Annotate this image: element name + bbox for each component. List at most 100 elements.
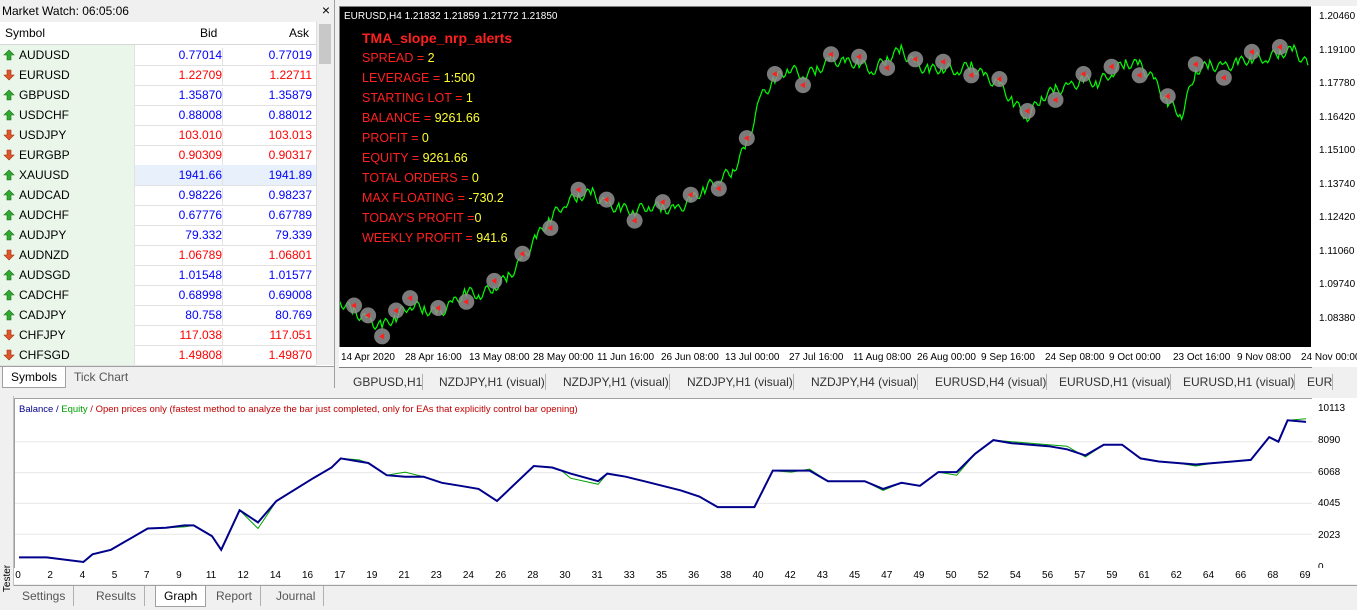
tester-tab-graph[interactable]: Graph	[155, 586, 207, 607]
stat-value: 0	[474, 211, 482, 225]
market-watch-row[interactable]: AUDCHF 0.67776 0.67789	[0, 205, 316, 226]
time-label: 9 Sep 16:00	[981, 352, 1035, 363]
graph-y-label: 4045	[1318, 498, 1341, 510]
market-watch-row[interactable]: CADJPY 80.758 80.769	[0, 305, 316, 326]
market-watch-row[interactable]: EURGBP 0.90309 0.90317	[0, 145, 316, 166]
stat-label: LEVERAGE =	[362, 71, 444, 85]
graph-x-label: 5	[111, 570, 118, 581]
bid-value: 1.49808	[134, 348, 223, 365]
tester-tab-settings[interactable]: Settings	[14, 586, 75, 606]
bid-value: 80.758	[134, 308, 223, 325]
market-watch-row[interactable]: AUDCAD 0.98226 0.98237	[0, 185, 316, 206]
trade-arrow-icon	[828, 51, 834, 58]
market-watch-row[interactable]: CADCHF 0.68998 0.69008	[0, 285, 316, 306]
symbol-cell	[0, 305, 135, 325]
chart-tab[interactable]: NZDJPY,H4 (visual)	[805, 374, 918, 390]
time-label: 13 May 08:00	[469, 352, 530, 363]
symbol-name: CHFSGD	[19, 348, 70, 362]
trade-arrow-icon	[771, 71, 777, 78]
col-symbol-header[interactable]: Symbol	[5, 26, 46, 40]
ask-value: 103.013	[268, 128, 312, 142]
col-bid-header[interactable]: Bid	[200, 26, 218, 40]
chart-tab[interactable]: GBPUSD,H1	[347, 374, 424, 390]
price-label: 1.17780	[1319, 78, 1356, 89]
market-watch-row[interactable]: USDJPY 103.010 103.013	[0, 125, 316, 146]
ask-value: 1.06801	[268, 248, 312, 262]
tester-tab-results[interactable]: Results	[88, 586, 146, 606]
trade-arrow-icon	[435, 305, 441, 311]
arrow-up-icon	[3, 189, 15, 201]
ask-value: 1.35879	[268, 88, 312, 102]
col-ask-header[interactable]: Ask	[289, 26, 310, 40]
market-watch-row[interactable]: AUDUSD 0.77014 0.77019	[0, 45, 316, 66]
graph-x-label: 50	[945, 570, 957, 581]
bid-value: 1.35870	[134, 88, 223, 105]
graph-y-label: 8090	[1318, 434, 1341, 446]
market-watch-row[interactable]: GBPUSD 1.35870 1.35879	[0, 85, 316, 106]
symbol-name: AUDJPY	[19, 228, 67, 242]
symbol-name: XAUUSD	[19, 168, 70, 182]
stat-value: 1:500	[443, 71, 475, 85]
chart-tab[interactable]: EURUSD,H1 (visual)	[1177, 374, 1296, 390]
stat-value: 941.6	[476, 231, 508, 245]
stat-label: EQUITY =	[362, 151, 423, 165]
tester-tabs: Settings Results Graph Report Journal	[14, 585, 1357, 610]
trade-arrow-icon	[940, 58, 946, 65]
trade-arrow-icon	[631, 217, 637, 224]
graph-x-label: 45	[848, 570, 861, 581]
stat-label: TOTAL ORDERS =	[362, 171, 472, 185]
trade-arrow-icon	[463, 298, 469, 305]
arrow-up-icon	[3, 309, 15, 321]
symbol-cell	[0, 345, 135, 365]
close-icon[interactable]: ×	[321, 2, 330, 18]
market-watch-row[interactable]: AUDNZD 1.06789 1.06801	[0, 245, 316, 266]
trade-arrow-icon	[351, 302, 357, 309]
graph-x-label: 62	[1170, 570, 1182, 581]
time-axis: 14 Apr 2020 28 Apr 16:00 13 May 08:00 28 Ma…	[339, 347, 1357, 367]
market-watch-row[interactable]: AUDJPY 79.332 79.339	[0, 225, 316, 246]
graph-x-label: 66	[1235, 570, 1247, 581]
graph-legend: Balance / Equity / Open prices only (fas…	[19, 404, 578, 415]
balance-line	[19, 419, 1307, 564]
indicator-stat-line: TOTAL ORDERS = 0	[362, 171, 479, 185]
market-watch-row[interactable]: CHFSGD 1.49808 1.49870	[0, 345, 316, 366]
market-watch-row[interactable]: CHFJPY 117.038 117.051	[0, 325, 316, 346]
chart-tab[interactable]: EURUSD,H4 (visual)	[929, 374, 1048, 390]
bid-value: 79.332	[134, 228, 223, 245]
arrow-down-icon	[3, 149, 15, 161]
stat-label: MAX FLOATING =	[362, 191, 469, 205]
indicator-stat-line: STARTING LOT = 1	[362, 91, 473, 105]
scrollbar-thumb[interactable]	[319, 24, 331, 64]
time-label: 28 May 00:00	[533, 352, 594, 363]
chart-tab[interactable]: EURUSD,H1 (visual)	[1053, 374, 1172, 390]
symbol-cell	[0, 85, 135, 105]
market-watch-row[interactable]: AUDSGD 1.01548 1.01577	[0, 265, 316, 286]
tab-symbols[interactable]: Symbols	[2, 367, 67, 388]
legend-equity: Equity	[61, 404, 88, 415]
tester-graph: Balance / Equity / Open prices only (fas…	[14, 398, 1313, 570]
tab-tick-chart[interactable]: Tick Chart	[74, 370, 129, 384]
graph-x-label: 43	[816, 570, 828, 581]
price-chart[interactable]: EURUSD,H4 1.21832 1.21859 1.21772 1.2185…	[339, 6, 1312, 368]
market-watch-row[interactable]: EURUSD 1.22709 1.22711	[0, 65, 316, 86]
stat-value: -730.2	[468, 191, 504, 205]
market-watch-row[interactable]: USDCHF 0.88008 0.88012	[0, 105, 316, 126]
bid-value: 1.01548	[134, 268, 223, 285]
ask-value: 117.051	[269, 328, 313, 342]
market-watch-row[interactable]: XAUUSD 1941.66 1941.89	[0, 165, 316, 186]
bid-value: 1.06789	[134, 248, 223, 265]
time-label: 26 Aug 00:00	[917, 352, 976, 363]
trade-arrow-icon	[856, 53, 862, 60]
market-watch-scrollbar[interactable]	[316, 22, 334, 365]
ask-value: 0.77019	[268, 48, 312, 62]
graph-x-label: 23	[430, 570, 442, 581]
chart-tab[interactable]: EUR	[1301, 374, 1334, 390]
trade-arrow-icon	[743, 135, 749, 142]
chart-tab[interactable]: NZDJPY,H1 (visual)	[681, 374, 794, 390]
chart-tab[interactable]: NZDJPY,H1 (visual)	[557, 374, 670, 390]
time-label: 23 Oct 16:00	[1173, 352, 1231, 363]
tester-tab-report[interactable]: Report	[208, 586, 262, 606]
stat-value: 2	[427, 51, 435, 65]
tester-tab-journal[interactable]: Journal	[268, 586, 325, 606]
chart-tab[interactable]: NZDJPY,H1 (visual)	[433, 374, 546, 390]
